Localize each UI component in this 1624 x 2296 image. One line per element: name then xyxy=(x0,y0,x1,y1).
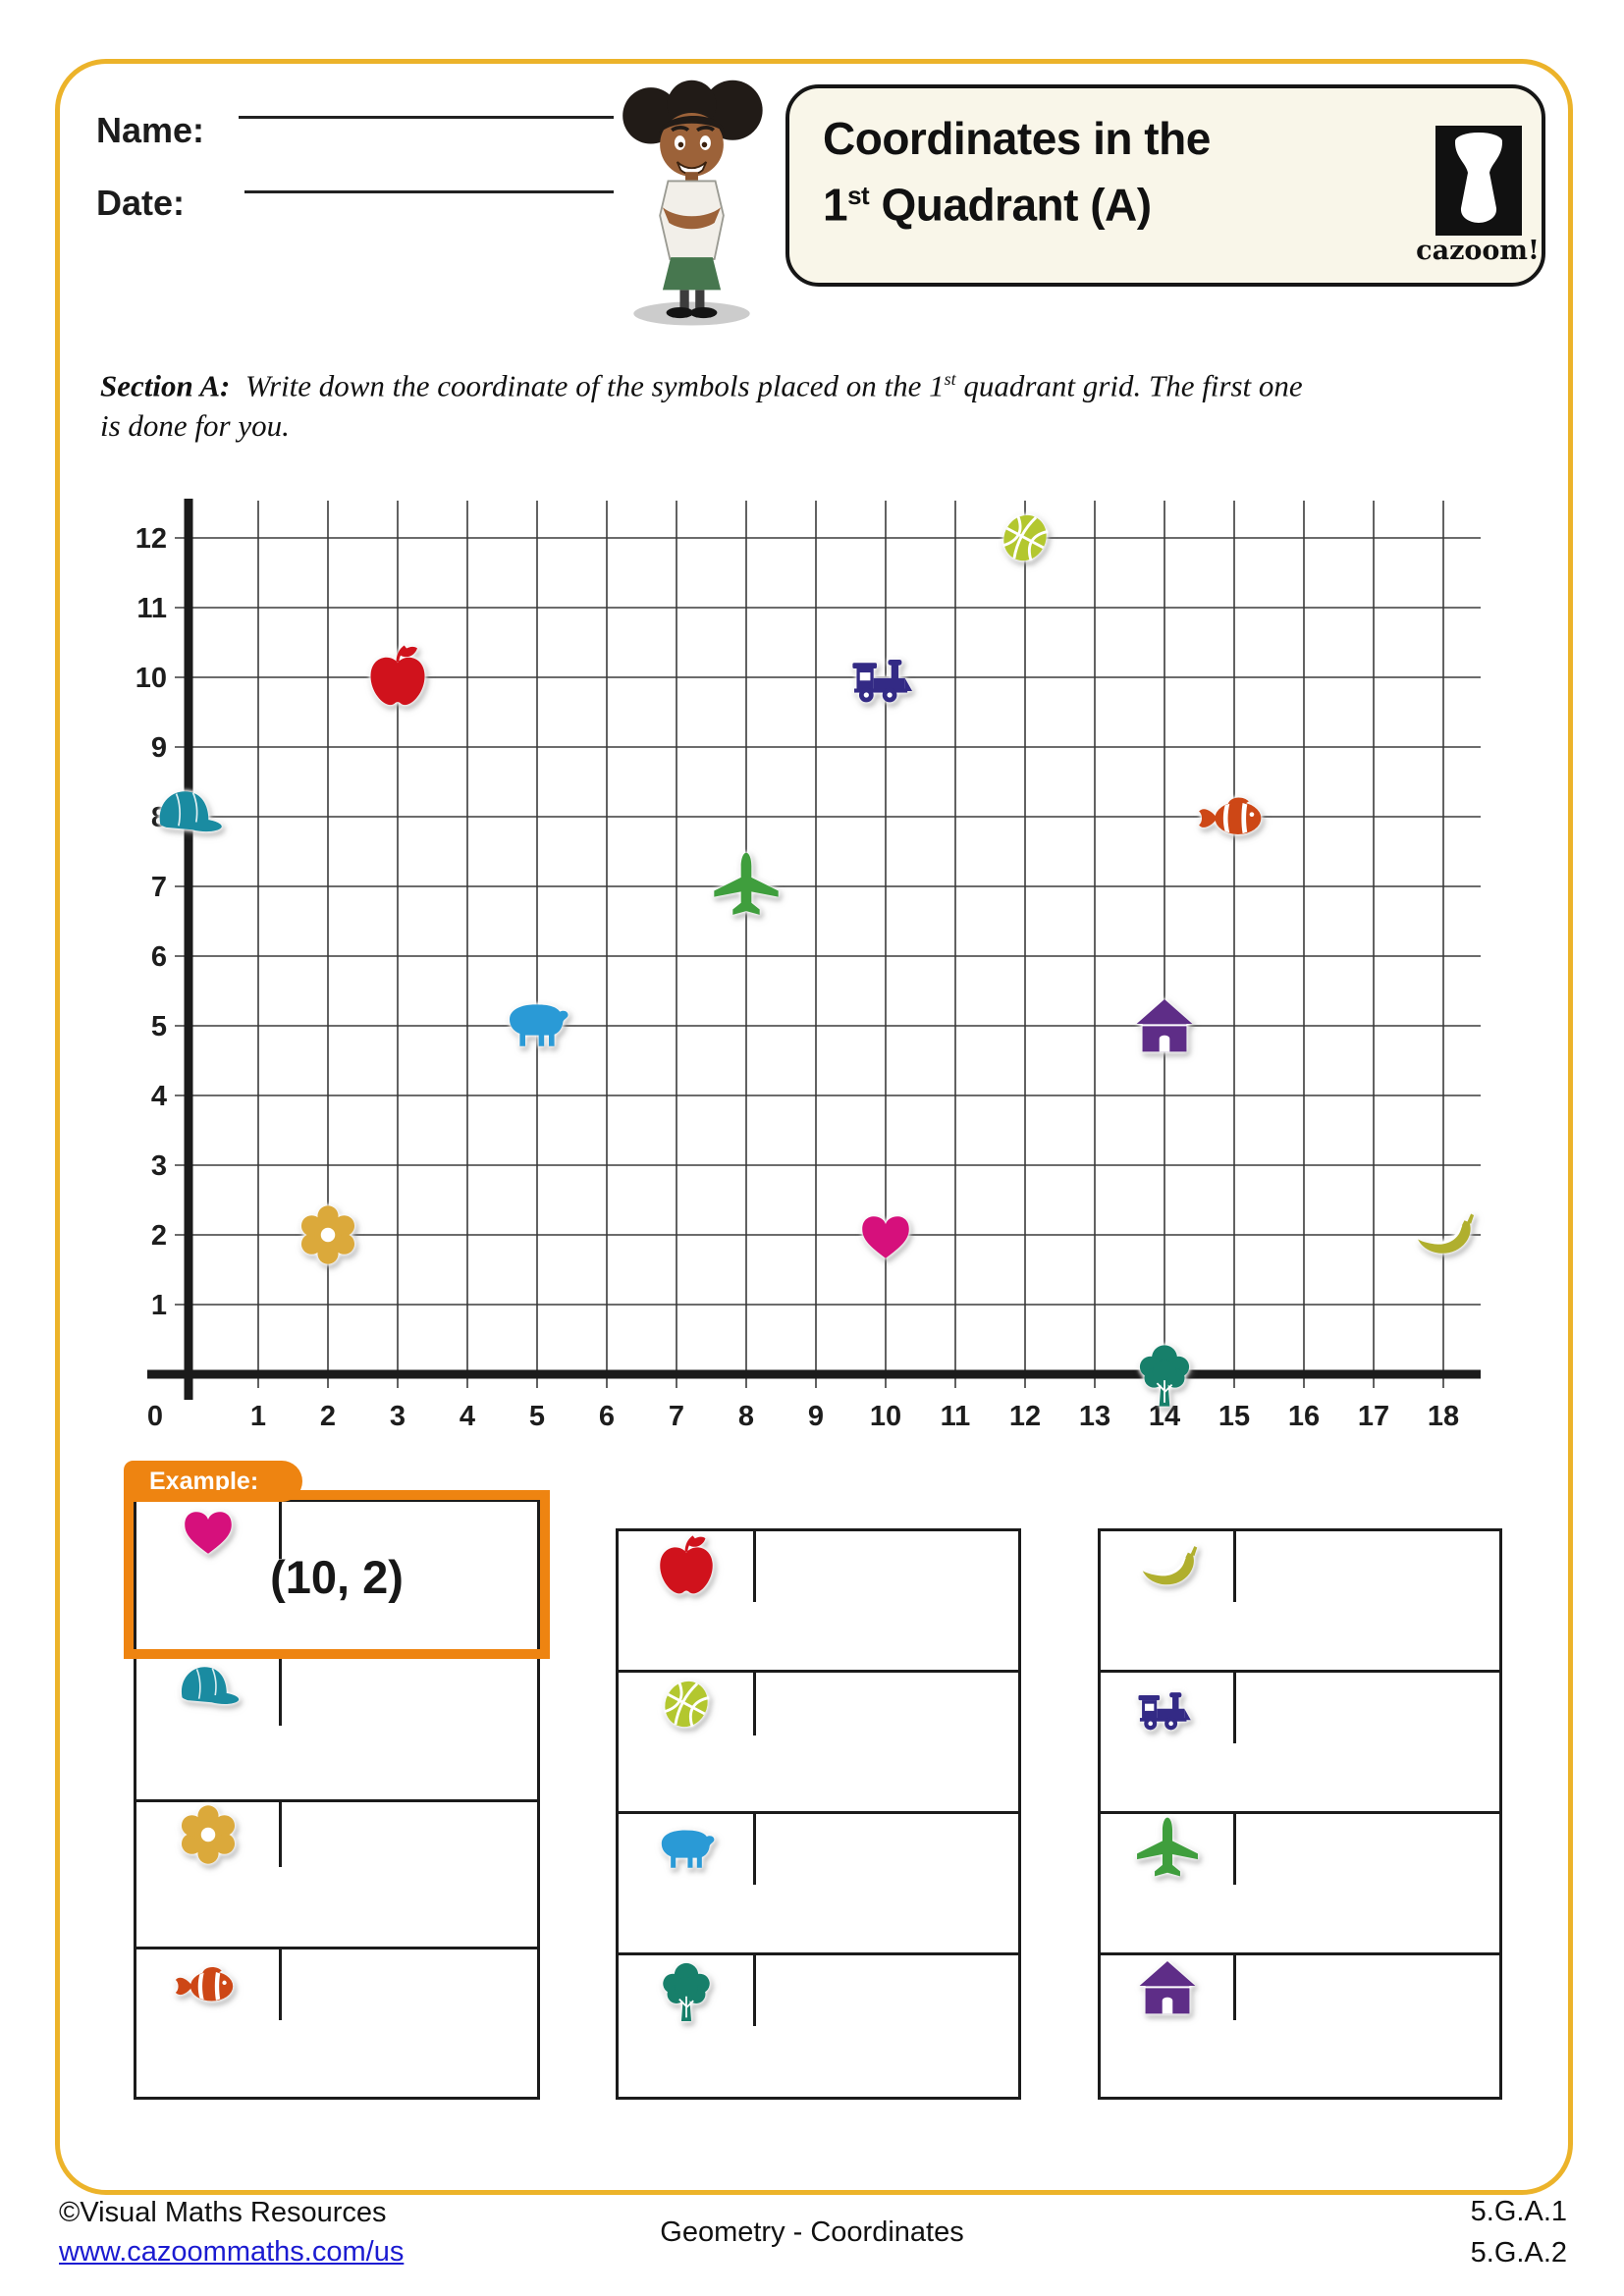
x-tick-label: 18 xyxy=(1428,1401,1459,1432)
grid-symbol-heart-icon xyxy=(857,1206,914,1263)
y-tick-label: 9 xyxy=(151,732,167,764)
table-row xyxy=(1101,1814,1499,1955)
page-border xyxy=(55,59,1573,2195)
section-a-label: Section A: xyxy=(100,368,231,403)
answer-table-3 xyxy=(1098,1528,1502,2100)
y-tick-label: 10 xyxy=(135,663,167,694)
x-tick-label: 7 xyxy=(669,1401,684,1432)
x-tick-label: 11 xyxy=(941,1401,971,1432)
clownfish-icon xyxy=(136,1949,282,2020)
flower-icon xyxy=(136,1802,282,1867)
y-tick-label: 7 xyxy=(151,872,167,903)
x-tick-label: 13 xyxy=(1079,1401,1110,1432)
x-tick-label: 17 xyxy=(1358,1401,1389,1432)
date-input-line[interactable] xyxy=(244,190,614,193)
house-icon xyxy=(1101,1955,1236,2020)
y-tick-label: 12 xyxy=(135,523,167,555)
table-row xyxy=(619,1531,1018,1673)
y-tick-label: 4 xyxy=(151,1081,167,1112)
y-tick-label: 3 xyxy=(151,1150,167,1182)
title-box: Coordinates in the 1st Quadrant (A) cazo… xyxy=(785,84,1545,287)
table-row xyxy=(1101,1531,1499,1673)
table-row xyxy=(136,1949,537,2097)
name-input-line[interactable] xyxy=(239,116,614,119)
example-answer: (10, 2) xyxy=(270,1551,404,1603)
grid-symbol-flower-icon xyxy=(296,1202,360,1267)
train-icon xyxy=(1101,1673,1236,1743)
y-tick-label: 6 xyxy=(151,941,167,973)
x-tick-label: 5 xyxy=(529,1401,545,1432)
footer-link[interactable]: www.cazoommaths.com/us xyxy=(59,2236,405,2268)
x-tick-label: 9 xyxy=(808,1401,824,1432)
x-tick-label: 16 xyxy=(1288,1401,1320,1432)
y-tick-label: 1 xyxy=(151,1290,167,1321)
grid-symbol-clownfish-icon xyxy=(1196,778,1272,855)
cazoom-logo-icon xyxy=(1435,126,1522,236)
page-title: Coordinates in the 1st Quadrant (A) xyxy=(823,113,1211,231)
y-tick-label: 2 xyxy=(151,1220,167,1252)
grid-symbol-banana-icon xyxy=(1407,1199,1480,1271)
x-tick-label: 4 xyxy=(460,1401,475,1432)
table-row: (10, 2) xyxy=(136,1502,537,1655)
logo-wordmark: cazoom! xyxy=(1416,236,1540,266)
apple-icon xyxy=(619,1531,756,1602)
date-label: Date: xyxy=(96,183,186,223)
grid-symbol-train-icon xyxy=(845,637,926,718)
x-tick-label: 12 xyxy=(1009,1401,1041,1432)
y-tick-label: 5 xyxy=(151,1011,167,1042)
grid-symbol-basketball-icon xyxy=(994,507,1056,569)
tree-icon xyxy=(619,1955,756,2026)
name-label: Name: xyxy=(96,110,205,150)
grid-symbol-tree-icon xyxy=(1127,1337,1202,1412)
grid-symbol-apple-icon xyxy=(361,641,434,714)
basketball-icon xyxy=(619,1673,756,1735)
answer-table-1: (10, 2) xyxy=(134,1499,540,2100)
x-tick-label: 8 xyxy=(738,1401,754,1432)
x-tick-label: 0 xyxy=(147,1401,163,1432)
example-tab: Example: xyxy=(124,1461,302,1502)
section-a-instructions: Section A: Write down the coordinate of … xyxy=(100,368,1303,444)
table-row xyxy=(1101,1955,1499,2097)
table-row xyxy=(619,1955,1018,2097)
table-row xyxy=(1101,1673,1499,1814)
x-tick-label: 3 xyxy=(390,1401,406,1432)
grid-symbol-cap-icon xyxy=(150,778,227,855)
grid-symbol-airplane-icon xyxy=(709,849,784,924)
cap-icon xyxy=(136,1655,282,1726)
x-tick-label: 2 xyxy=(320,1401,336,1432)
airplane-icon xyxy=(1101,1814,1236,1885)
bear-icon xyxy=(619,1814,756,1885)
answer-table-2 xyxy=(616,1528,1021,2100)
heart-icon xyxy=(136,1502,282,1559)
table-row xyxy=(136,1802,537,1949)
table-row xyxy=(619,1673,1018,1814)
footer-copyright: ©Visual Maths Resources xyxy=(59,2197,387,2228)
table-row xyxy=(619,1814,1018,1955)
x-tick-label: 15 xyxy=(1218,1401,1250,1432)
x-tick-label: 1 xyxy=(250,1401,266,1432)
girl-mascot-illustration xyxy=(601,65,783,337)
footer-standards-codes: 5.G.A.1 5.G.A.2 xyxy=(1470,2196,1567,2269)
x-tick-label: 6 xyxy=(599,1401,615,1432)
y-tick-label: 11 xyxy=(136,593,167,624)
x-tick-label: 10 xyxy=(870,1401,901,1432)
table-row xyxy=(136,1655,537,1802)
grid-symbol-bear-icon xyxy=(498,987,576,1065)
banana-icon xyxy=(1101,1531,1236,1602)
footer-topic: Geometry - Coordinates xyxy=(660,2216,964,2248)
grid-symbol-house-icon xyxy=(1132,993,1197,1058)
